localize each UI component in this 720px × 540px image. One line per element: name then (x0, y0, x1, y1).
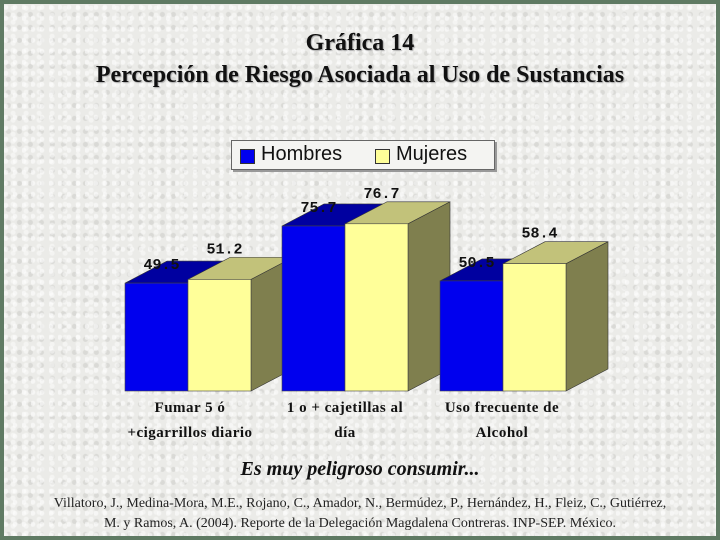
category-label-0-line1: Fumar 5 ó (154, 400, 226, 416)
data-label-hombres-1: 75.7 (300, 200, 336, 217)
chart-subtitle-title: Percepción de Riesgo Asociada al Uso de … (95, 62, 625, 88)
bar-side-mujeres-2 (565, 241, 609, 392)
source-line-2: M. y Ramos, A. (2004). Reporte de la Del… (103, 516, 617, 531)
data-label-mujeres-0: 51.2 (206, 241, 242, 258)
category-label-0: Fumar 5 ó +cigarrillos diario (105, 396, 275, 446)
bar-hombres-2 (439, 280, 504, 392)
chart-caption: Es muy peligroso consumir... (240, 458, 480, 480)
data-label-mujeres-2: 58.4 (521, 226, 557, 243)
legend-swatch-hombres (240, 149, 255, 164)
data-label-hombres-2: 50.5 (458, 255, 494, 272)
category-label-2-line1: Uso frecuente de (444, 400, 560, 416)
chart-title: Gráfica 14 (305, 30, 415, 56)
legend-label-hombres: Hombres (261, 143, 343, 165)
bar-mujeres-2 (502, 263, 567, 392)
source-line-1: Villatoro, J., Medina-Mora, M.E., Rojano… (53, 496, 667, 511)
bar-mujeres-0 (187, 279, 252, 392)
legend: Hombres Mujeres (231, 140, 495, 170)
source-citation: Villatoro, J., Medina-Mora, M.E., Rojano… (0, 494, 720, 534)
bar-hombres-0 (124, 282, 189, 392)
category-label-2: Uso frecuente de Alcohol (417, 396, 587, 446)
legend-swatch-mujeres (375, 149, 390, 164)
data-label-mujeres-1: 76.7 (363, 186, 399, 203)
data-label-hombres-0: 49.5 (143, 257, 179, 274)
category-label-1-line2: día (334, 425, 356, 441)
category-label-1-line1: 1 o + cajetillas al (286, 400, 404, 416)
category-label-2-line2: Alcohol (475, 425, 529, 441)
category-label-1: 1 o + cajetillas al día (260, 396, 430, 446)
bar-hombres-1 (281, 225, 346, 392)
legend-label-mujeres: Mujeres (396, 143, 468, 165)
category-label-0-line2: +cigarrillos diario (127, 425, 253, 441)
bar-mujeres-1 (344, 223, 409, 392)
